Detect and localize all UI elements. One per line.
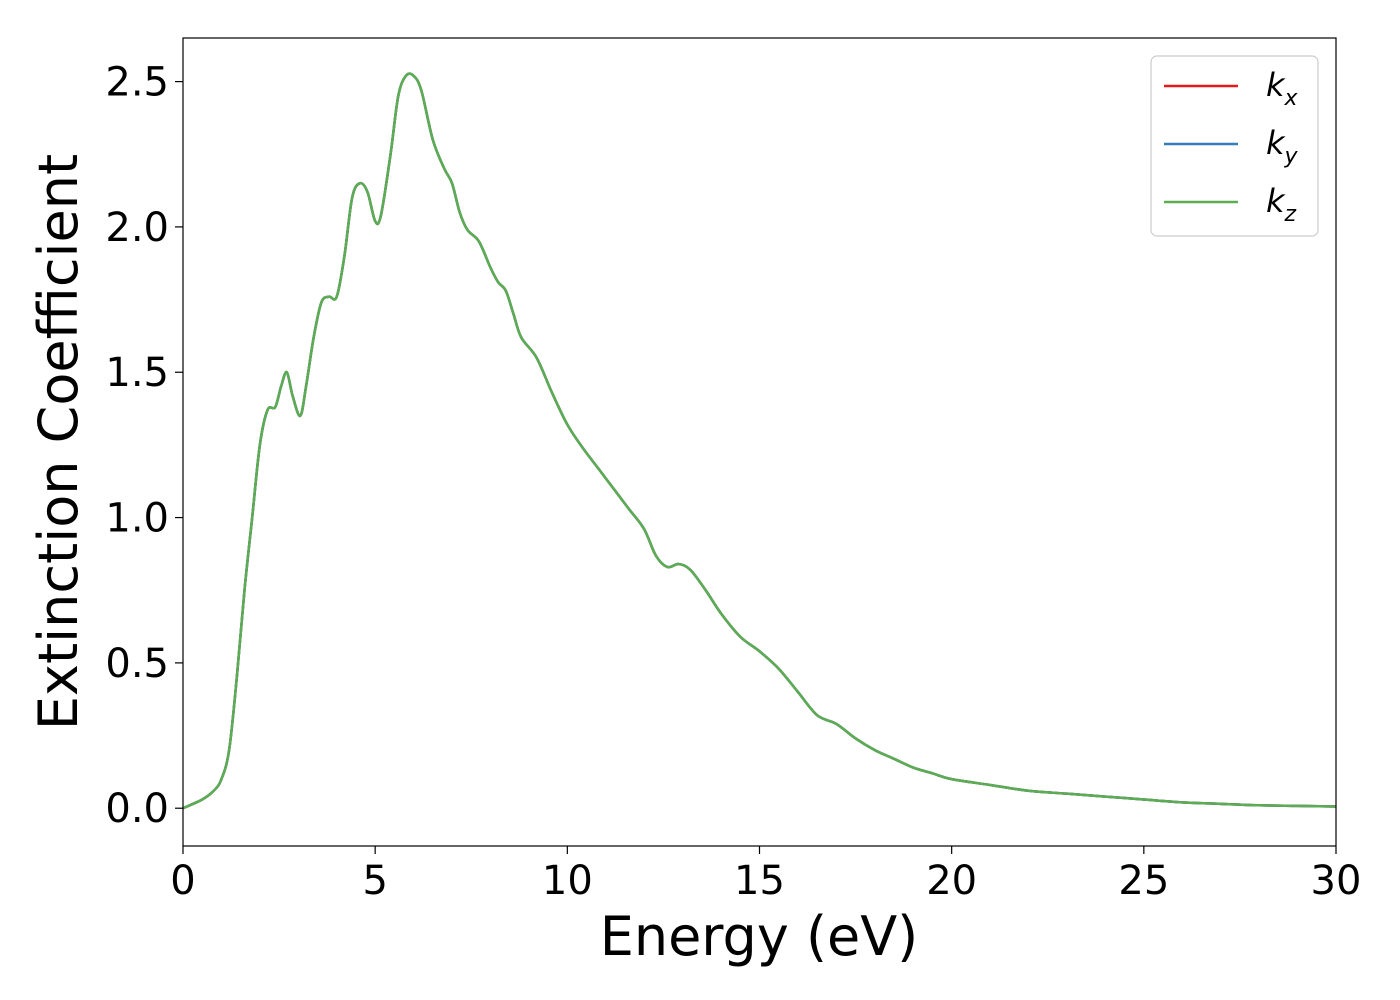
y-axis-title: Extinction Coefficient <box>27 154 90 730</box>
y-axis: 0.0 0.5 1.0 1.5 2.0 2.5 <box>105 60 183 832</box>
legend-label-x: kx <box>1266 66 1299 111</box>
series-line-k-z <box>182 72 1337 810</box>
x-axis: 0 5 10 15 20 25 30 <box>170 846 1361 904</box>
y-tick-label: 1.0 <box>105 496 169 542</box>
y-tick-label: 2.0 <box>105 205 169 251</box>
x-tick-label: 15 <box>734 858 785 904</box>
y-tick-label: 0.0 <box>105 786 169 832</box>
y-tick-label: 2.5 <box>105 60 169 106</box>
x-axis-title: Energy (eV) <box>600 905 919 968</box>
series-lines <box>182 72 1337 810</box>
y-tick-label: 0.5 <box>105 641 169 687</box>
y-tick-label: 1.5 <box>105 350 169 396</box>
x-tick-label: 25 <box>1118 858 1169 904</box>
legend: kx ky kz <box>1150 55 1319 237</box>
x-tick-label: 10 <box>542 858 593 904</box>
x-tick-label: 20 <box>926 858 977 904</box>
x-tick-label: 30 <box>1311 858 1362 904</box>
x-tick-label: 0 <box>170 858 195 904</box>
legend-label-y: ky <box>1266 124 1299 169</box>
legend-box <box>1150 55 1319 237</box>
legend-label-z: kz <box>1266 182 1297 227</box>
x-tick-label: 5 <box>362 858 387 904</box>
